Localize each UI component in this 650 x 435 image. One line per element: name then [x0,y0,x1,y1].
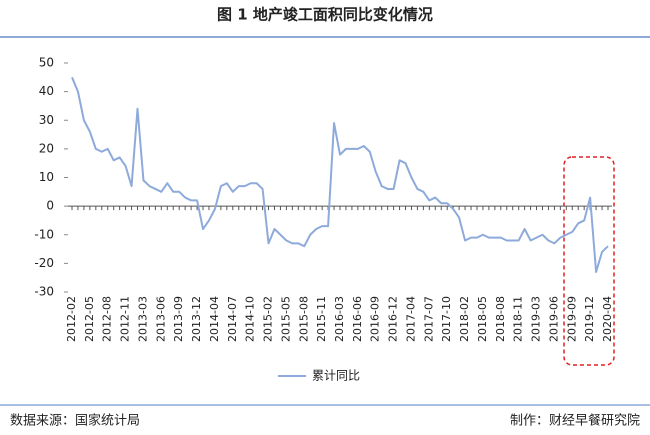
y-tick-label: -30 [34,285,54,299]
y-tick-label: 30 [39,113,54,127]
x-tick-label: 2013-09 [172,296,185,342]
x-tick-label: 2019-12 [583,296,596,342]
x-tick-label: 2014-07 [226,296,239,342]
x-tick-label: 2017-10 [440,296,453,342]
x-tick-label: 2012-05 [83,296,96,342]
y-tick-label: -20 [34,256,54,270]
x-tick-label: 2018-08 [494,296,507,342]
y-tick-label: 20 [39,141,54,155]
x-tick-label: 2015-05 [279,296,292,342]
y-tick-label: 10 [39,170,54,184]
footer-source: 数据来源：国家统计局 [10,413,140,429]
footer-credit: 制作：财经早餐研究院 [510,413,640,429]
x-tick-label: 2012-02 [65,296,78,342]
x-tick-label: 2019-09 [565,296,578,342]
x-tick-label: 2019-06 [547,296,560,342]
y-tick-label: 40 [39,84,54,98]
x-tick-label: 2016-09 [369,296,382,342]
y-tick-label: 0 [46,199,54,213]
y-tick-label: 50 [39,56,54,70]
x-tick-label: 2014-10 [244,296,257,342]
x-tick-label: 2017-07 [422,296,435,342]
x-tick-label: 2017-04 [404,296,417,342]
x-tick-label: 2015-11 [315,296,328,342]
x-tick-label: 2018-05 [476,296,489,342]
chart-title: 图 1 地产竣工面积同比变化情况 [217,6,433,24]
x-tick-label: 2016-12 [387,296,400,342]
x-tick-label: 2012-11 [119,296,132,342]
highlight-box [563,156,615,366]
x-tick-label: 2015-08 [297,296,310,342]
x-tick-label: 2016-03 [333,296,346,342]
x-tick-label: 2015-02 [262,296,275,342]
x-tick-label: 2012-08 [101,296,114,342]
x-tick-label: 2013-06 [154,296,167,342]
x-tick-label: 2018-11 [512,296,525,342]
x-tick-label: 2016-06 [351,296,364,342]
x-tick-label: 2020-04 [601,296,614,342]
x-tick-label: 2019-03 [530,296,543,342]
y-tick-label: -10 [34,227,54,241]
series-line [71,76,609,273]
x-tick-label: 2014-04 [208,296,221,342]
x-tick-label: 2018-02 [458,296,471,342]
x-tick-label: 2013-12 [190,296,203,342]
x-tick-label: 2013-03 [136,296,149,342]
legend-label: 累计同比 [312,369,360,383]
